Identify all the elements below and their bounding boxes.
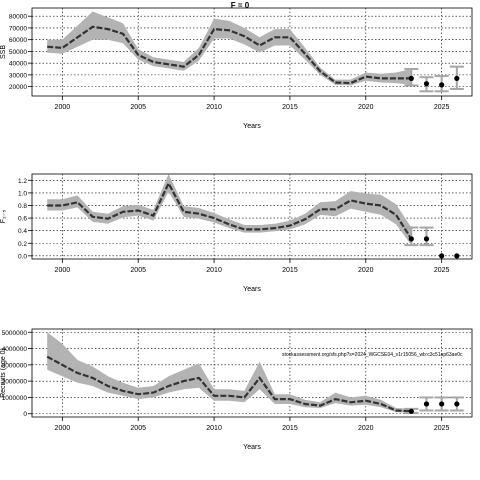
estimate-line [46,355,412,413]
y-tick-label: 5000000 [2,330,28,337]
x-tick-label: 2020 [358,104,374,111]
x-tick-label: 2025 [434,267,450,274]
y-tick-label: 70000 [9,25,27,32]
y-tick-label: 1.0 [18,190,27,197]
y-tick-label: 30000 [9,72,27,79]
x-tick-label: 2025 [434,104,450,111]
y-tick-label: 3000000 [2,362,28,369]
x-tick-label: 2010 [206,104,222,111]
x-tick-label: 2015 [282,425,298,432]
x-tick-label: 2015 [282,267,298,274]
x-tick-label: 2010 [206,425,222,432]
estimate-line [47,25,412,85]
projection-point [408,408,414,414]
x-tick-label: 2000 [55,104,71,111]
plot-frame [31,7,473,97]
projection-point [423,81,430,87]
plot-frame [31,328,473,418]
x-axis-label: Years [243,123,261,130]
y-tick-label: 2000000 [2,379,28,386]
projection-point [439,82,445,88]
y-tick-label: 1000000 [2,395,28,402]
estimate-line [47,180,413,240]
y-tick-label: 0.6 [18,216,27,223]
x-tick-label: 2020 [358,267,374,274]
y-tick-label: 4000000 [2,346,28,353]
x-tick-label: 2000 [55,267,71,274]
projection-point [454,401,460,407]
x-tick-label: 2005 [130,267,146,274]
y-tick-label: 0.8 [18,203,27,210]
watermark-url: stockassessment.org/sfs.php?s=2024_WGCSE… [282,352,463,358]
confidence-band [47,174,412,246]
y-tick-label: 0.4 [18,228,27,235]
x-tick-label: 2000 [55,425,71,432]
projection-point [454,253,460,259]
projection-point [408,75,414,81]
projection-point [423,236,430,242]
projection-point [408,236,414,242]
x-tick-label: 2020 [358,425,374,432]
x-tick-label: 2025 [434,425,450,432]
panel-1: 2000 2005 2010 2015 2020 2025 20000 30000 40000 5… [0,7,473,130]
y-tick-label: 0.2 [18,241,27,248]
x-tick-label: 2015 [282,104,298,111]
x-tick-label: 2005 [130,425,146,432]
projection-point [439,401,445,407]
confidence-band [47,332,412,413]
y-tick-label: 80000 [9,14,27,21]
panel-3: 2000 2005 2010 2015 2020 2025 0 1000000 2000000 3… [0,328,473,451]
x-tick-label: 2005 [130,104,146,111]
y-tick-label: 20000 [9,84,27,91]
projection-point [423,401,430,407]
panel-2: 2000 2005 2010 2015 2020 2025 0.0 0.2 0.4 0.6 0.8 1… [0,173,473,293]
y-tick-label: 50000 [9,49,27,56]
x-axis-label: Years [243,444,261,451]
y-axis-label: SSB [0,45,7,59]
x-tick-label: 2010 [206,267,222,274]
panels: 2000 2005 2010 2015 2020 20252000030000400005… [0,7,473,451]
confidence-band [47,11,412,86]
y-tick-label: 60000 [9,37,27,44]
y-tick-label: 0 [23,411,27,418]
y-tick-label: 40000 [9,61,27,68]
figure-title: F = 0 [231,1,250,10]
y-axis-label: F₂₋₅ [0,210,7,224]
y-axis-label: Recruits (age 0) [0,348,7,398]
projection-point [454,75,460,81]
y-tick-label: 1.2 [18,178,27,185]
plot-frame [31,173,473,260]
projection-point [439,253,445,259]
x-axis-label: Years [243,286,261,293]
y-tick-label: 0.0 [18,253,27,260]
